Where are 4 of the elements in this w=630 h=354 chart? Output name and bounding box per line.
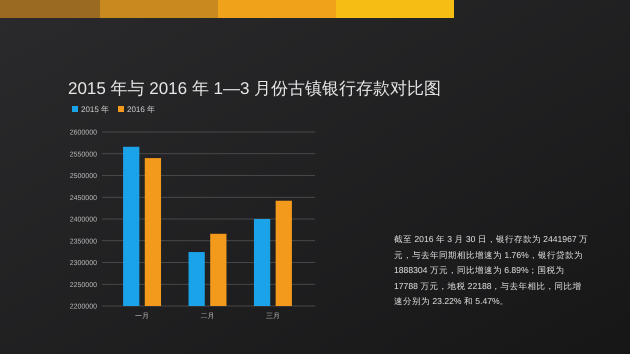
legend-label: 2015 年 [81, 105, 110, 114]
legend-label: 2016 年 [127, 105, 156, 114]
chart-title: 2015 年与 2016 年 1—3 月份古镇银行存款对比图 [68, 79, 442, 98]
text: 截至 2016 年 3 月 30 日，银行存款为 2441967 万元，与去年同期相比增速为 1.76%，银行贷款为 1888304 万元，同比增速为 6.89%；国税为 17788 万元，地税 22188，与去年相比，同比增速分别为 23.22% 和 5.47%。 [394, 233, 588, 308]
